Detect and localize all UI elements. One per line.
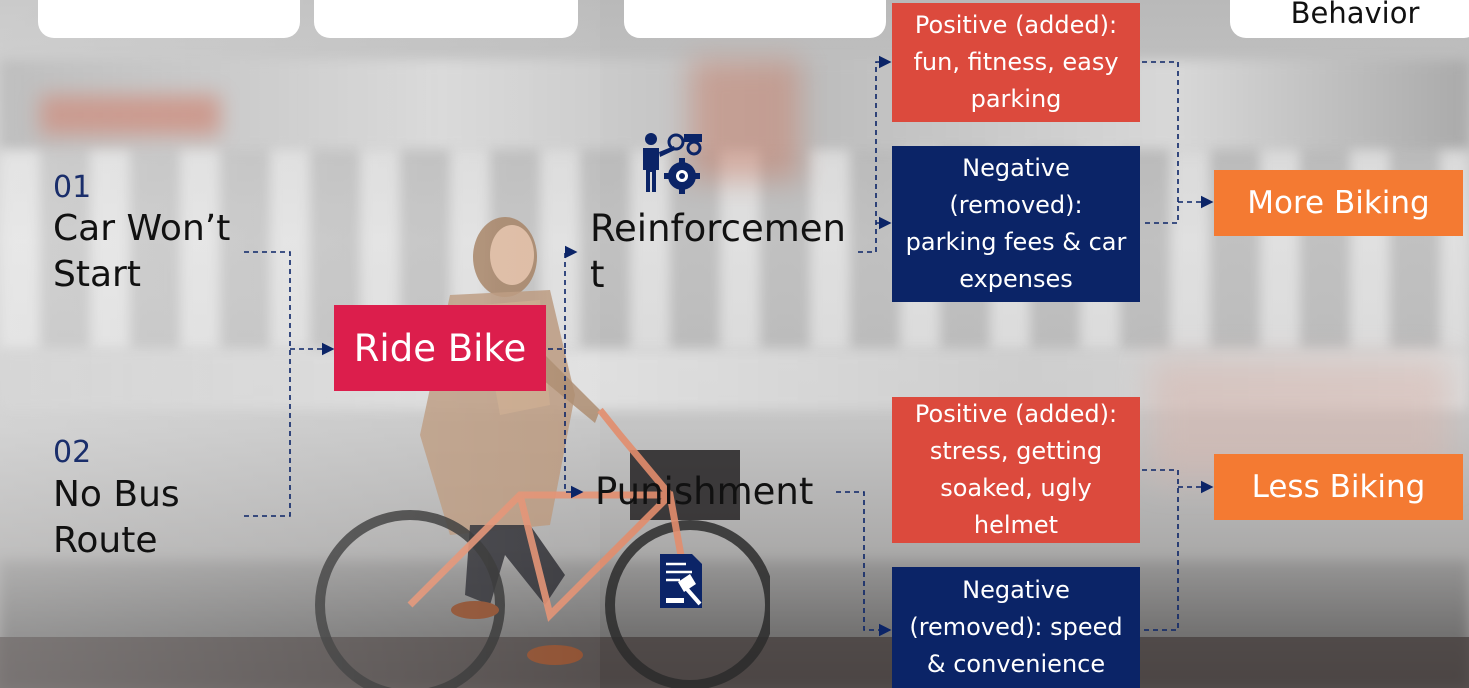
road-strip [0,637,1469,688]
header-card-1 [38,0,300,38]
punishment-label: Punishment [595,470,814,513]
less-biking-box: Less Biking [1214,454,1463,520]
cause-2-number: 02 [53,435,92,470]
header-card-behavior: Behavior [1230,0,1469,38]
document-gavel-icon [660,554,702,608]
reinforcement-label: Reinforcement [590,207,846,296]
header-card-2 [314,0,578,38]
header-behavior-label: Behavior [1290,0,1420,30]
punishment-positive-box: Positive (added): stress, getting soaked… [892,397,1140,543]
header-card-3 [624,0,886,38]
presenter-gear-icon [643,133,702,194]
cause-1-number: 01 [53,170,92,205]
cause-1-label: Car Won’t Start [53,208,231,295]
punishment-negative-box: Negative (removed): speed & convenience [892,567,1140,688]
reinforcement-negative-box: Negative (removed): parking fees & car e… [892,146,1140,302]
cause-2-label: No Bus Route [53,474,180,561]
ride-bike-box: Ride Bike [334,305,546,391]
reinforcement-positive-box: Positive (added): fun, fitness, easy par… [892,3,1140,122]
more-biking-box: More Biking [1214,170,1463,236]
